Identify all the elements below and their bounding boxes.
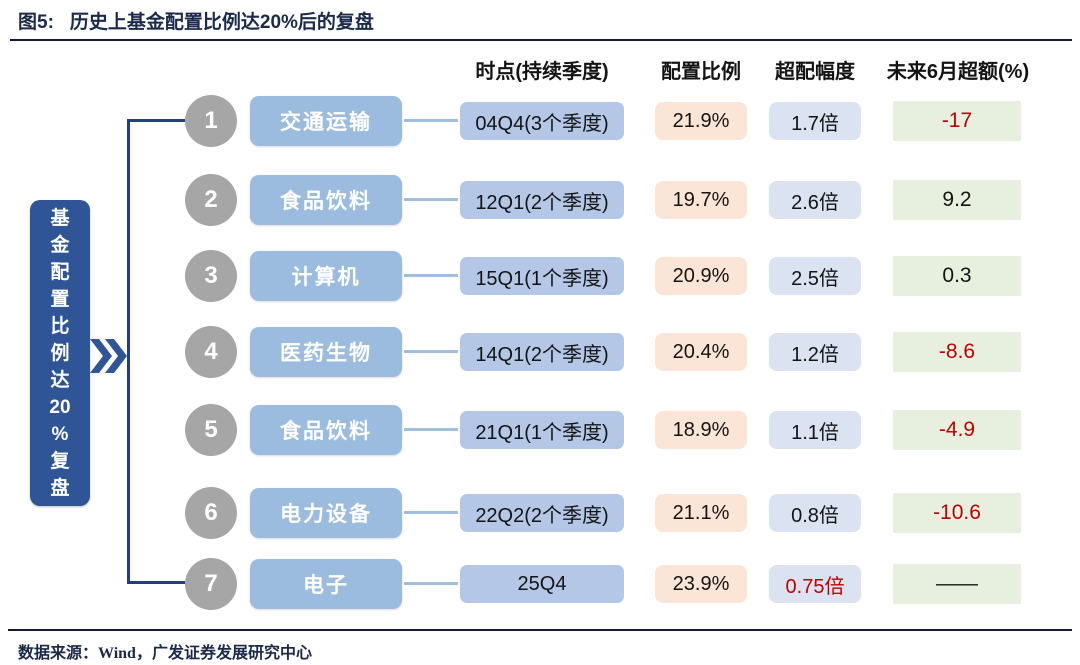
allocation-cell: 21.1% (655, 494, 747, 532)
time-cell: 12Q1(2个季度) (460, 181, 624, 219)
overweight-cell: 2.5倍 (769, 257, 861, 295)
excess-return-cell: -8.6 (893, 332, 1021, 372)
connector-line (404, 350, 458, 353)
table-row: 1 交通运输 04Q4(3个季度) 21.9% 1.7倍 -17 (185, 95, 1045, 147)
excess-return-cell: -17 (893, 101, 1021, 141)
column-header-overweight: 超配幅度 (775, 61, 855, 83)
rank-badge: 4 (185, 326, 237, 378)
overweight-cell: 1.7倍 (769, 102, 861, 140)
connector-line (404, 119, 458, 122)
table-row: 6 电力设备 22Q2(2个季度) 21.1% 0.8倍 -10.6 (185, 487, 1045, 539)
connector-line (404, 428, 458, 431)
data-source: 数据来源：Wind，广发证券发展研究中心 (18, 645, 312, 662)
overweight-cell: 1.2倍 (769, 333, 861, 371)
rank-badge: 3 (185, 250, 237, 302)
allocation-cell: 18.9% (655, 411, 747, 449)
industry-box: 食品饮料 (250, 175, 402, 225)
column-header-excess: 未来6月超额(%) (886, 61, 1030, 83)
table-row: 5 食品饮料 21Q1(1个季度) 18.9% 1.1倍 -4.9 (185, 404, 1045, 456)
time-cell: 15Q1(1个季度) (460, 257, 624, 295)
industry-box: 交通运输 (250, 96, 402, 146)
rank-badge: 2 (185, 174, 237, 226)
allocation-cell: 21.9% (655, 102, 747, 140)
connector-line (404, 582, 458, 585)
overweight-cell: 0.8倍 (769, 494, 861, 532)
overweight-cell: 1.1倍 (769, 411, 861, 449)
time-cell: 22Q2(2个季度) (460, 494, 624, 532)
figure-header: 图5: 历史上基金配置比例达20%后的复盘 (18, 7, 374, 34)
rank-badge: 5 (185, 404, 237, 456)
excess-return-cell: -4.9 (893, 410, 1021, 450)
rank-badge: 6 (185, 487, 237, 539)
root-label-box: 基 金 配 置 比 例 达 20 % 复 盘 (30, 200, 90, 506)
allocation-cell: 19.7% (655, 181, 747, 219)
table-row: 4 医药生物 14Q1(2个季度) 20.4% 1.2倍 -8.6 (185, 326, 1045, 378)
overweight-cell: 2.6倍 (769, 181, 861, 219)
time-cell: 14Q1(2个季度) (460, 333, 624, 371)
excess-return-cell: —— (893, 564, 1021, 604)
allocation-cell: 20.9% (655, 257, 747, 295)
overweight-cell: 0.75倍 (769, 565, 861, 603)
figure-label: 图5: (18, 12, 54, 33)
rank-badge: 7 (185, 558, 237, 610)
time-cell: 04Q4(3个季度) (460, 102, 624, 140)
rank-badge: 1 (185, 95, 237, 147)
table-row: 2 食品饮料 12Q1(2个季度) 19.7% 2.6倍 9.2 (185, 174, 1045, 226)
time-cell: 25Q4 (460, 565, 624, 603)
excess-return-cell: 0.3 (893, 256, 1021, 296)
industry-box: 计算机 (250, 251, 402, 301)
tree-bracket-line (127, 119, 185, 584)
industry-box: 电子 (250, 559, 402, 609)
industry-box: 医药生物 (250, 327, 402, 377)
footer-divider (8, 629, 1072, 631)
industry-box: 电力设备 (250, 488, 402, 538)
connector-line (404, 274, 458, 277)
connector-line (404, 198, 458, 201)
excess-return-cell: -10.6 (893, 493, 1021, 533)
connector-line (404, 511, 458, 514)
allocation-cell: 20.4% (655, 333, 747, 371)
excess-return-cell: 9.2 (893, 180, 1021, 220)
industry-box: 食品饮料 (250, 405, 402, 455)
column-header-allocation: 配置比例 (661, 61, 741, 83)
time-cell: 21Q1(1个季度) (460, 411, 624, 449)
allocation-cell: 23.9% (655, 565, 747, 603)
table-row: 3 计算机 15Q1(1个季度) 20.9% 2.5倍 0.3 (185, 250, 1045, 302)
title-divider (10, 39, 1072, 41)
figure-title: 历史上基金配置比例达20%后的复盘 (69, 12, 374, 33)
table-row: 7 电子 25Q4 23.9% 0.75倍 —— (185, 558, 1045, 610)
column-header-time: 时点(持续季度) (475, 61, 609, 83)
double-chevron-right-icon (90, 339, 127, 373)
